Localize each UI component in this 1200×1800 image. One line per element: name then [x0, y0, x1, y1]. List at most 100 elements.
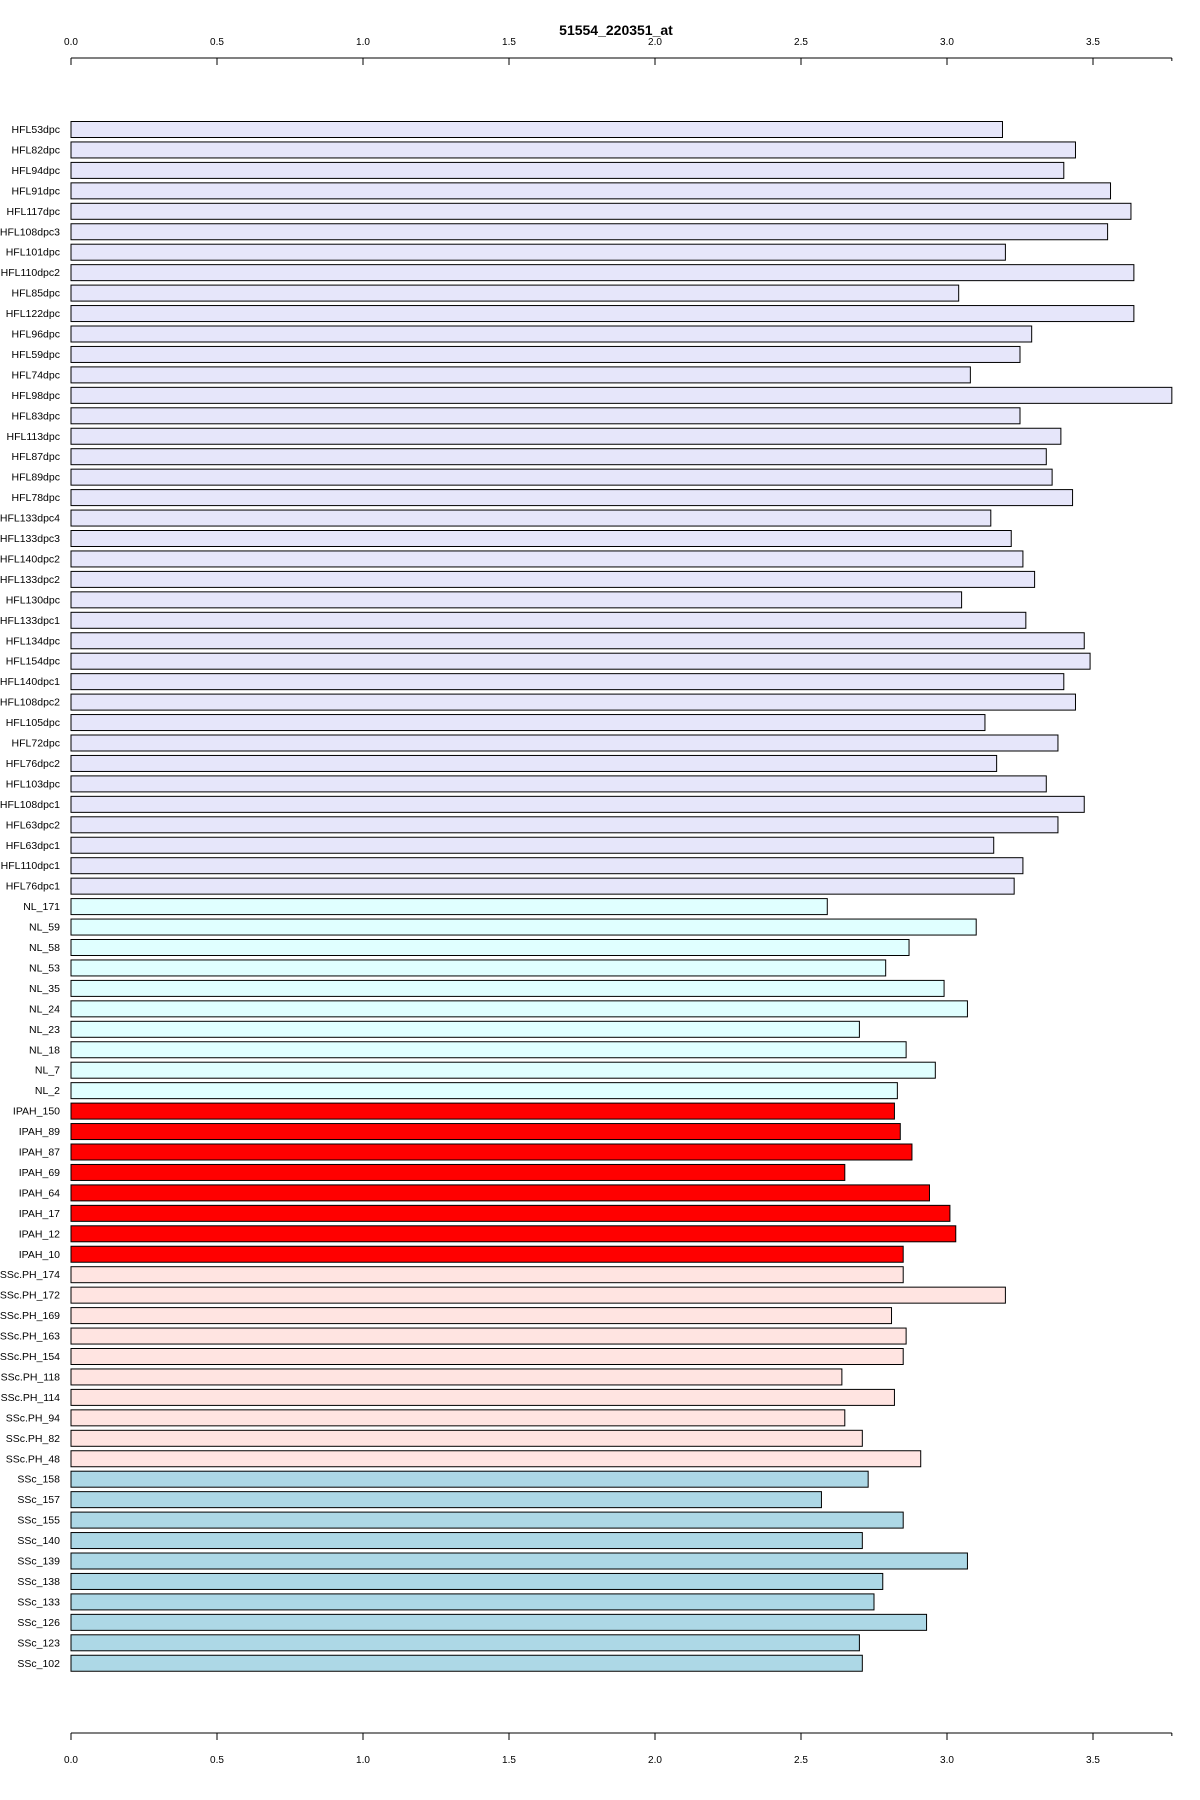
bar-label: SSc_133	[17, 1596, 60, 1608]
bar-label: SSc_140	[17, 1535, 60, 1547]
bar-label: IPAH_150	[13, 1106, 60, 1118]
bar-label: SSc_139	[17, 1556, 60, 1568]
bar	[70, 898, 828, 916]
bar	[70, 1286, 1006, 1304]
bar-label: SSc.PH_118	[1, 1371, 60, 1383]
bar	[70, 1123, 901, 1141]
bar	[70, 161, 1065, 179]
bar	[70, 1082, 898, 1100]
bar	[70, 1388, 895, 1406]
bar	[70, 1348, 904, 1365]
bar-label: HFL98dpc	[12, 390, 60, 402]
bar	[70, 121, 1003, 138]
bar-label: HFL94dpc	[12, 165, 60, 177]
bar	[70, 1163, 846, 1181]
bar-label: NL_171	[23, 901, 60, 913]
bar	[70, 264, 1135, 282]
bar-label: SSc.PH_114	[1, 1392, 60, 1404]
bar	[70, 1450, 922, 1468]
bar-label: HFL91dpc	[12, 185, 60, 197]
bar	[70, 1409, 846, 1427]
bar-label: SSc.PH_94	[6, 1412, 60, 1424]
bar-label: HFL87dpc	[12, 451, 60, 463]
bar	[70, 1061, 936, 1079]
bar-label: HFL74dpc	[12, 369, 60, 381]
bar-label: SSc_102	[17, 1658, 60, 1670]
bar-label: HFL140dpc1	[0, 676, 60, 688]
bar-label: IPAH_12	[19, 1228, 60, 1240]
bar	[70, 243, 1006, 261]
top-tick-label: 0.5	[210, 37, 224, 48]
top-tick-label: 0.0	[64, 37, 78, 48]
bar-label: HFL122dpc	[6, 308, 60, 320]
bar-label: HFL63dpc2	[6, 819, 60, 831]
bar-label: HFL133dpc3	[0, 533, 60, 545]
bar	[70, 1654, 863, 1672]
bar	[70, 1593, 875, 1611]
bar-label: IPAH_64	[19, 1187, 60, 1199]
bar-label: HFL89dpc	[12, 472, 60, 484]
bar-label: IPAH_17	[19, 1208, 60, 1220]
bar-label: NL_7	[35, 1065, 60, 1077]
bar	[70, 1020, 860, 1038]
bottom-tick-label: 2.5	[794, 1755, 808, 1766]
top-tick-label: 2.0	[648, 37, 662, 48]
bar	[70, 1368, 843, 1386]
bar	[70, 1266, 904, 1284]
bar	[70, 427, 1062, 445]
bar	[70, 1634, 860, 1652]
bar-label: HFL103dpc	[6, 778, 60, 790]
bar	[70, 816, 1059, 834]
bar	[70, 1511, 904, 1529]
top-tick-label: 3.5	[1086, 37, 1100, 48]
chart-title: 51554_220351_at	[559, 22, 673, 38]
bar-label: HFL110dpc2	[1, 267, 61, 279]
bottom-tick-label: 0.5	[210, 1755, 224, 1766]
bar-label: HFL85dpc	[12, 288, 60, 300]
bar	[70, 714, 986, 732]
bar	[70, 509, 992, 527]
bar-label: NL_58	[29, 942, 60, 954]
bar-label: SSc_155	[17, 1515, 60, 1527]
bar	[70, 141, 1076, 159]
bar	[70, 877, 1015, 895]
bar-label: HFL108dpc2	[0, 697, 60, 709]
bar	[70, 979, 945, 997]
bar-label: HFL76dpc2	[6, 758, 60, 770]
bar-label: HFL83dpc	[12, 410, 60, 422]
bar-label: IPAH_89	[19, 1126, 60, 1138]
bar	[70, 345, 1021, 363]
bar	[70, 918, 977, 936]
bar-label: SSc_158	[17, 1474, 60, 1486]
bar-label: HFL133dpc1	[0, 615, 60, 627]
bar	[70, 1184, 930, 1202]
bar-label: NL_53	[29, 962, 60, 974]
bar-label: NL_23	[29, 1024, 60, 1036]
bar	[70, 611, 1027, 629]
bar	[70, 550, 1024, 568]
bar-label: HFL76dpc1	[6, 881, 60, 893]
bar-label: HFL133dpc4	[0, 513, 60, 525]
bottom-tick-label: 1.5	[502, 1755, 516, 1766]
bar-label: HFL108dpc1	[0, 799, 60, 811]
bars	[70, 121, 1173, 1672]
bar-label: SSc_157	[17, 1494, 60, 1506]
bar-label: NL_18	[29, 1044, 60, 1056]
bar	[70, 734, 1059, 752]
bar	[70, 1429, 863, 1447]
bar	[70, 939, 910, 956]
bar	[70, 632, 1085, 650]
top-tick-label: 2.5	[794, 37, 808, 48]
bar	[70, 1613, 928, 1631]
bar	[70, 1204, 951, 1222]
bar-label: IPAH_69	[19, 1167, 60, 1179]
bar-label: NL_24	[29, 1003, 60, 1015]
bar	[70, 223, 1109, 241]
bottom-tick-label: 2.0	[648, 1755, 662, 1766]
bar-label: HFL134dpc	[6, 635, 60, 647]
bar-label: SSc.PH_154	[0, 1351, 60, 1363]
bar	[70, 1470, 869, 1488]
bar-label: HFL133dpc2	[0, 574, 60, 586]
bar-label: HFL140dpc2	[0, 553, 60, 565]
